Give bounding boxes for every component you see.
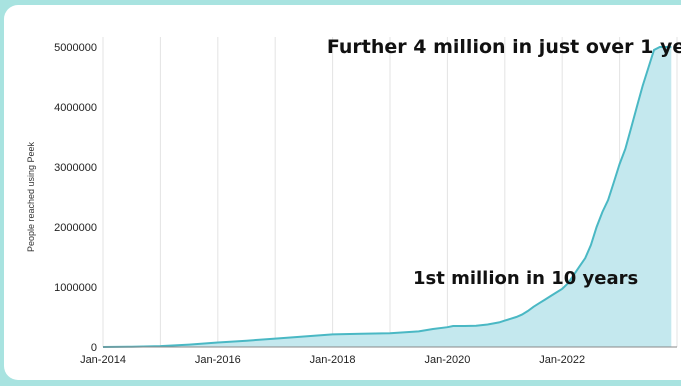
- y-tick-label: 4000000: [54, 102, 97, 114]
- x-tick-label: Jan-2020: [424, 354, 470, 366]
- area-chart: 0 1000000 2000000 3000000 4000000 5000000 Jan…: [26, 36, 681, 366]
- y-tick-label: 5000000: [54, 42, 97, 54]
- chart-card: 0 1000000 2000000 3000000 4000000 5000000 Jan…: [4, 5, 681, 380]
- x-tick-label: Jan-2018: [310, 354, 356, 366]
- annotation: Further 4 million in just over 1 year: [327, 36, 681, 58]
- y-tick-label: 2000000: [54, 222, 97, 234]
- x-tick-label: Jan-2022: [539, 354, 585, 366]
- area-fill: [103, 47, 672, 347]
- annotations: Further 4 million in just over 1 year 1st…: [327, 36, 681, 289]
- y-axis-label: People reached using Peek: [26, 141, 36, 252]
- annotation: 1st million in 10 years: [413, 268, 638, 289]
- y-tick-label: 1000000: [54, 282, 97, 294]
- x-tick-label: Jan-2014: [80, 354, 126, 366]
- series-line: [102, 46, 672, 348]
- x-tick-label: Jan-2016: [195, 354, 241, 366]
- y-tick-labels: 0 1000000 2000000 3000000 4000000 5000000: [54, 42, 97, 354]
- x-tick-labels: Jan-2014 Jan-2016 Jan-2018 Jan-2020 Jan-2022: [80, 354, 585, 366]
- y-tick-label: 3000000: [54, 162, 97, 174]
- y-tick-label: 0: [91, 342, 97, 354]
